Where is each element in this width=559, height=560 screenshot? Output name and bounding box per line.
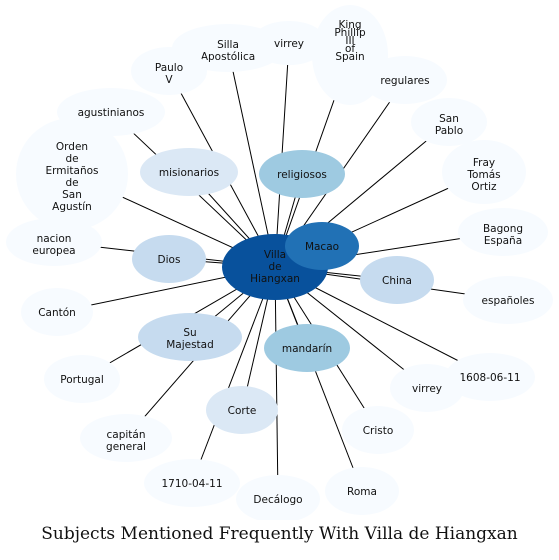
hub-label: Villa de Hiangxan (250, 249, 300, 285)
node-23[interactable]: Corte (206, 386, 278, 434)
node-label: King Phillip III of Spain (334, 19, 366, 63)
node-ellipse (138, 313, 242, 361)
node-label: Cristo (363, 425, 394, 437)
node-ellipse (360, 256, 434, 304)
node-26[interactable]: 1710-04-11 (144, 459, 240, 507)
node-24[interactable]: Cristo (342, 406, 414, 454)
edge-28 (274, 266, 279, 500)
node-label: Roma (347, 486, 377, 498)
node-label: 1710-04-11 (161, 478, 222, 490)
node-20[interactable]: 1608-06-11 (445, 353, 535, 401)
node-21[interactable]: Portugal (44, 355, 120, 403)
node-ellipse (236, 475, 320, 520)
node-label: Cantón (38, 307, 76, 319)
node-11[interactable]: Bagong España (458, 208, 548, 256)
node-ellipse (206, 386, 278, 434)
graph-title: Subjects Mentioned Frequently With Villa… (41, 524, 518, 544)
node-label: Orden de Ermitaños de San Agustín (45, 141, 98, 213)
node-7[interactable]: Orden de Ermitaños de San Agustín (16, 118, 128, 230)
node-label: 1608-06-11 (459, 372, 520, 384)
node-14[interactable]: Dios (132, 235, 206, 283)
node-1[interactable]: virrey (251, 21, 327, 65)
node-label: San Pablo (435, 113, 463, 137)
network-graph: Silla Apostólica virrey King Phillip III of Spa… (6, 5, 553, 520)
node-ellipse (6, 218, 102, 266)
node-8[interactable]: Fray Tomás Ortiz (442, 140, 526, 204)
node-ellipse (264, 324, 350, 372)
node-ellipse (342, 406, 414, 454)
node-13[interactable]: Macao (285, 222, 359, 270)
node-label: españoles (482, 295, 535, 307)
node-ellipse (259, 150, 345, 198)
node-label: agustinianos (78, 107, 145, 119)
node-4[interactable]: regulares (363, 56, 447, 104)
node-label: Portugal (60, 374, 104, 386)
node-label: virrey (412, 383, 442, 395)
node-ellipse (80, 414, 172, 462)
node-27[interactable]: Roma (325, 467, 399, 515)
node-label: Fray Tomás Ortiz (466, 157, 500, 193)
node-label: nacion europea (32, 233, 75, 257)
node-label: religiosos (277, 169, 327, 181)
node-label: misionarios (159, 167, 219, 179)
node-25[interactable]: capitán general (80, 414, 172, 462)
node-ellipse (144, 459, 240, 507)
edge-0 (227, 47, 276, 268)
node-17[interactable]: Cantón (21, 288, 93, 336)
node-6[interactable]: San Pablo (411, 98, 487, 146)
node-label: regulares (380, 75, 429, 87)
node-layer: Silla Apostólica virrey King Phillip III of Spa… (6, 5, 553, 520)
node-10[interactable]: religiosos (259, 150, 345, 198)
node-ellipse (44, 355, 120, 403)
node-ellipse (445, 353, 535, 401)
node-ellipse (285, 222, 359, 270)
node-ellipse (131, 47, 207, 95)
node-label: Silla Apostólica (201, 39, 255, 63)
node-label: China (382, 275, 412, 287)
node-19[interactable]: mandarín (264, 324, 350, 372)
node-ellipse (21, 288, 93, 336)
node-ellipse (16, 118, 128, 230)
edge-27 (274, 266, 363, 492)
node-16[interactable]: españoles (463, 276, 553, 324)
node-3[interactable]: Paulo V (131, 47, 207, 95)
node-ellipse (458, 208, 548, 256)
node-ellipse (132, 235, 206, 283)
node-ellipse (140, 148, 238, 196)
node-ellipse (390, 364, 464, 412)
node-ellipse (251, 21, 327, 65)
node-label: capitán general (106, 429, 146, 453)
node-label: Decálogo (253, 494, 302, 506)
node-ellipse (325, 467, 399, 515)
node-12[interactable]: nacion europea (6, 218, 102, 266)
node-ellipse (463, 276, 553, 324)
edge-26 (191, 266, 276, 484)
node-label: Su Majestad (166, 327, 214, 351)
node-ellipse (442, 140, 526, 204)
node-22[interactable]: virrey (390, 364, 464, 412)
node-ellipse (411, 98, 487, 146)
node-label: Bagong España (483, 223, 523, 247)
node-label: Dios (158, 254, 181, 266)
node-28[interactable]: Decálogo (236, 475, 320, 520)
node-label: Macao (305, 241, 339, 253)
node-18[interactable]: Su Majestad (138, 313, 242, 361)
node-ellipse (363, 56, 447, 104)
node-15[interactable]: China (360, 256, 434, 304)
node-9[interactable]: misionarios (140, 148, 238, 196)
node-label: Corte (228, 405, 257, 417)
node-label: virrey (274, 38, 304, 50)
node-label: mandarín (282, 343, 332, 355)
node-label: Paulo V (155, 62, 183, 86)
